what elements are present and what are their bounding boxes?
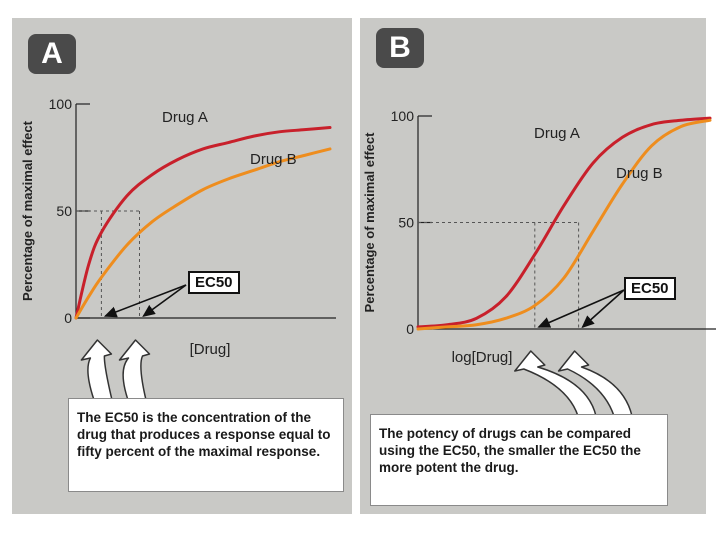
ec50-arrow [103, 284, 187, 318]
y-axis-label: Percentage of maximal effect [20, 120, 35, 301]
y-tick-label: 0 [406, 321, 414, 337]
callout-arrow [118, 339, 151, 401]
panel-b: B Percentage of maximal effect 0 50 100 Drug… [360, 18, 716, 514]
panel-b-badge: B [376, 28, 424, 68]
series-line-drug-a [74, 126, 332, 320]
y-tick-label: 50 [398, 215, 414, 231]
series-line-drug-a [416, 116, 712, 329]
series-label-drug-b: Drug B [250, 151, 297, 168]
note-a: The EC50 is the concentration of the dru… [68, 398, 344, 492]
y-tick-label: 100 [49, 96, 73, 112]
series-line-drug-b [416, 118, 712, 331]
ec50-text-a: EC50 [195, 274, 233, 291]
series-label-drug-b: Drug B [616, 165, 663, 182]
ec50-text-b: EC50 [631, 280, 669, 297]
ec50-label-a: EC50 [188, 271, 240, 294]
series-label-drug-a: Drug A [162, 109, 208, 126]
panel-a: A Percentage of maximal effect 0 50 100 Drug… [12, 18, 352, 514]
x-axis-label: log[Drug] [452, 349, 513, 366]
y-tick-label: 0 [64, 310, 72, 326]
chart-b: Percentage of maximal effect 0 50 100 Drug A… [362, 108, 716, 417]
callout-arrow [80, 339, 113, 401]
panel-a-badge: A [28, 34, 76, 74]
series-label-drug-a: Drug A [534, 125, 580, 142]
ec50-arrow [581, 289, 625, 329]
ec50-label-b: EC50 [624, 277, 676, 300]
series-line-drug-b [74, 147, 332, 320]
y-tick-label: 100 [391, 108, 415, 124]
chart-a: Percentage of maximal effect 0 50 100 Drug A… [20, 96, 336, 401]
x-axis-label: [Drug] [190, 341, 231, 358]
y-tick-label: 50 [56, 203, 72, 219]
y-axis-label: Percentage of maximal effect [362, 132, 377, 313]
ec50-arrow [142, 284, 187, 317]
note-b: The potency of drugs can be compared usi… [370, 414, 668, 506]
ec50-arrow [537, 289, 625, 328]
